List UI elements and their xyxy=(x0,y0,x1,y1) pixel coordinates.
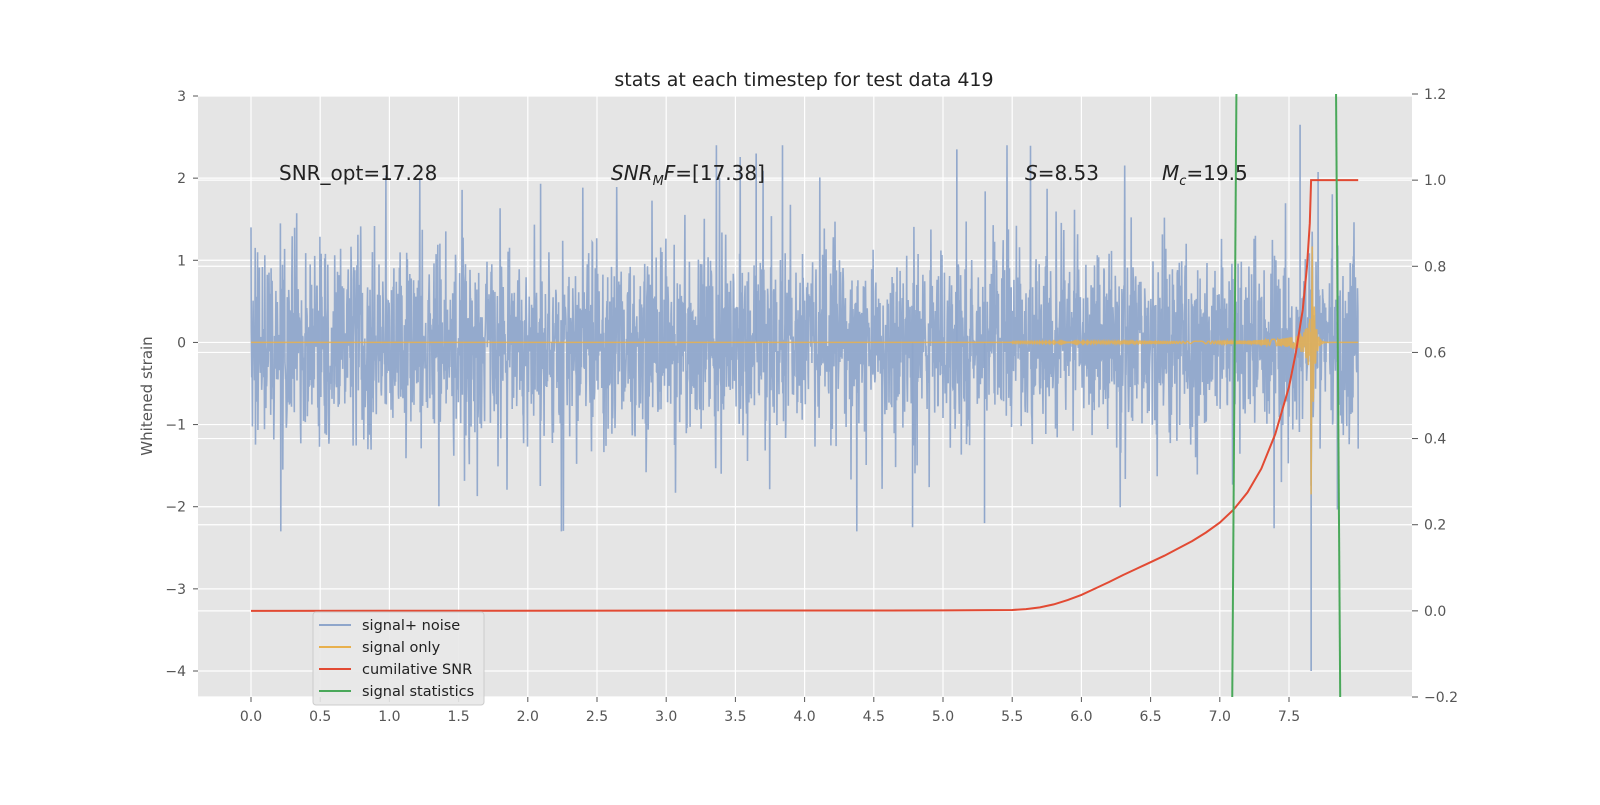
y-tick-label: −4 xyxy=(165,664,186,680)
y-tick-label: 1 xyxy=(177,253,186,269)
signal-statistics-line xyxy=(1231,93,1238,698)
x-tick-label: 5.0 xyxy=(932,709,954,725)
series-signal-only xyxy=(251,246,1359,495)
y-tick-label: 0 xyxy=(177,335,186,351)
annotations: SNR_opt=17.28 SNRMF=[17.38] S=8.53 Mc=19… xyxy=(279,161,1248,189)
y-tick-label: −1 xyxy=(165,418,186,434)
x-tick-label: 2.5 xyxy=(586,709,608,725)
x-tick-label: 1.5 xyxy=(447,709,469,725)
legend-box xyxy=(312,611,485,706)
series-cumulative-snr xyxy=(250,179,1359,612)
y2-tick-label: 0.8 xyxy=(1424,259,1446,275)
x-tick-label: 7.0 xyxy=(1209,709,1231,725)
y2-tick-label: 0.4 xyxy=(1424,432,1446,448)
annotation-snr-mf: SNRMF=[17.38] xyxy=(611,161,765,189)
series-signal-statistics xyxy=(1231,93,1342,698)
legend-label-cumulative-snr: cumilative SNR xyxy=(362,662,472,678)
y-tick-label: −3 xyxy=(165,582,186,598)
x-tick-label: 7.5 xyxy=(1278,709,1300,725)
x-tick-label: 3.5 xyxy=(724,709,746,725)
signal-statistics-line xyxy=(1335,93,1342,698)
x-tick-label: 3.0 xyxy=(655,709,677,725)
x-tick-label: 4.5 xyxy=(863,709,885,725)
x-tick-label: 2.0 xyxy=(517,709,539,725)
y2-tick-label: 1.2 xyxy=(1424,87,1446,103)
signal-noise-line xyxy=(250,145,1359,532)
legend-label-signal-noise: signal+ noise xyxy=(362,618,460,634)
x-tick-label: 1.0 xyxy=(378,709,400,725)
x-tick-label: 4.0 xyxy=(793,709,815,725)
y2-tick-label: 0.2 xyxy=(1424,518,1446,534)
y-tick-label: −2 xyxy=(165,500,186,516)
x-tick-label: 6.0 xyxy=(1070,709,1092,725)
cumulative-snr-line xyxy=(250,179,1359,612)
y-tick-label: 3 xyxy=(177,89,186,105)
y2-tick-label: −0.2 xyxy=(1424,690,1458,706)
signal-only-line xyxy=(251,246,1359,495)
y-tick-label: 2 xyxy=(177,171,186,187)
legend: signal+ noise signal only cumilative SNR… xyxy=(312,611,485,706)
y-axis-label: Whitened strain xyxy=(138,336,156,455)
x-tick-label: 0.0 xyxy=(240,709,262,725)
x-tick-label: 5.5 xyxy=(1001,709,1023,725)
chart-title: stats at each timestep for test data 419 xyxy=(614,69,993,91)
y2-tick-label: 1.0 xyxy=(1424,173,1446,189)
annotation-s: S=8.53 xyxy=(1025,161,1099,185)
axis-ticks: 0.0 0.5 1.0 1.5 2.0 2.5 3.0 3.5 4.0 4.5 5.0 5.5 6.0 6… xyxy=(165,87,1458,725)
legend-label-signal-statistics: signal statistics xyxy=(362,684,474,700)
annotation-mc: Mc=19.5 xyxy=(1162,161,1248,189)
x-tick-label: 0.5 xyxy=(309,709,331,725)
legend-label-signal-only: signal only xyxy=(362,640,441,656)
annotation-snr-opt: SNR_opt=17.28 xyxy=(279,161,437,185)
y2-tick-label: 0.0 xyxy=(1424,604,1446,620)
x-tick-label: 6.5 xyxy=(1139,709,1161,725)
y2-tick-label: 0.6 xyxy=(1424,345,1446,361)
